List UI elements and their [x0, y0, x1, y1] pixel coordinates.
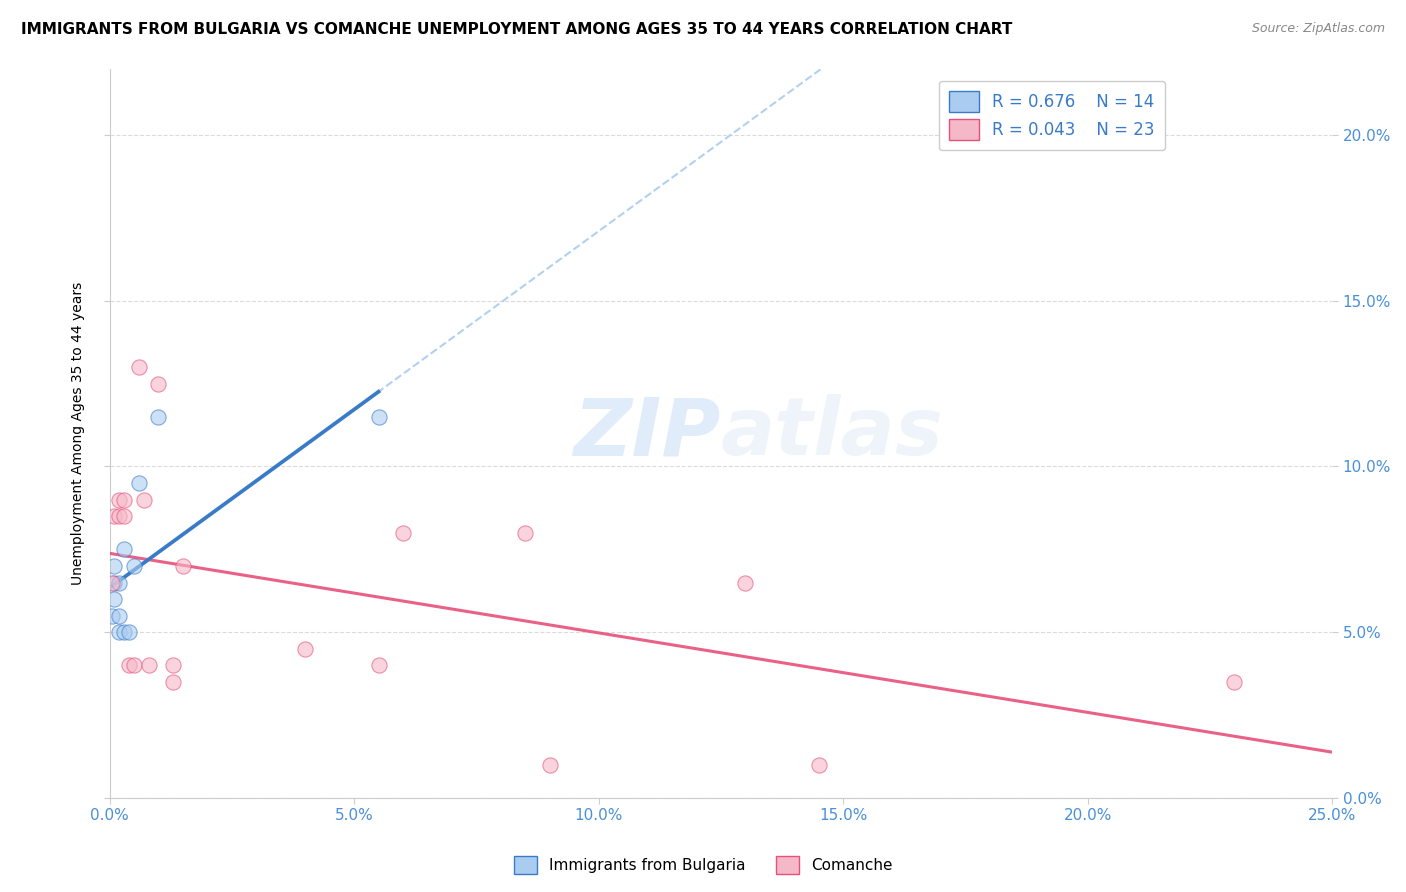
Point [103, 509, 125, 524]
Point [1223, 675, 1246, 690]
Point [108, 575, 131, 590]
Point [538, 758, 561, 772]
Point [734, 575, 756, 590]
Point [132, 492, 155, 507]
Point [101, 575, 124, 590]
Point [367, 409, 389, 424]
Point [112, 625, 135, 640]
Y-axis label: Unemployment Among Ages 35 to 44 years: Unemployment Among Ages 35 to 44 years [72, 282, 86, 585]
Point [108, 492, 131, 507]
Point [515, 525, 537, 540]
Point [128, 476, 150, 491]
Legend: Immigrants from Bulgaria, Comanche: Immigrants from Bulgaria, Comanche [508, 850, 898, 880]
Point [122, 658, 145, 673]
Point [172, 558, 194, 573]
Point [118, 625, 141, 640]
Point [138, 658, 160, 673]
Point [108, 625, 131, 640]
Point [807, 758, 830, 772]
Point [122, 558, 145, 573]
Point [118, 658, 141, 673]
Point [108, 509, 131, 524]
Point [128, 359, 150, 374]
Point [108, 608, 131, 623]
Point [367, 658, 389, 673]
Legend: R = 0.676    N = 14, R = 0.043    N = 23: R = 0.676 N = 14, R = 0.043 N = 23 [939, 80, 1166, 150]
Point [294, 641, 316, 656]
Point [103, 592, 125, 607]
Text: ZIP: ZIP [574, 394, 721, 472]
Point [112, 542, 135, 557]
Point [112, 509, 135, 524]
Point [162, 658, 184, 673]
Point [103, 575, 125, 590]
Point [112, 492, 135, 507]
Point [103, 558, 125, 573]
Text: Source: ZipAtlas.com: Source: ZipAtlas.com [1251, 22, 1385, 36]
Point [101, 608, 124, 623]
Point [148, 409, 170, 424]
Point [392, 525, 415, 540]
Text: IMMIGRANTS FROM BULGARIA VS COMANCHE UNEMPLOYMENT AMONG AGES 35 TO 44 YEARS CORR: IMMIGRANTS FROM BULGARIA VS COMANCHE UNE… [21, 22, 1012, 37]
Point [148, 376, 170, 391]
Point [162, 675, 184, 690]
Text: atlas: atlas [721, 394, 943, 472]
